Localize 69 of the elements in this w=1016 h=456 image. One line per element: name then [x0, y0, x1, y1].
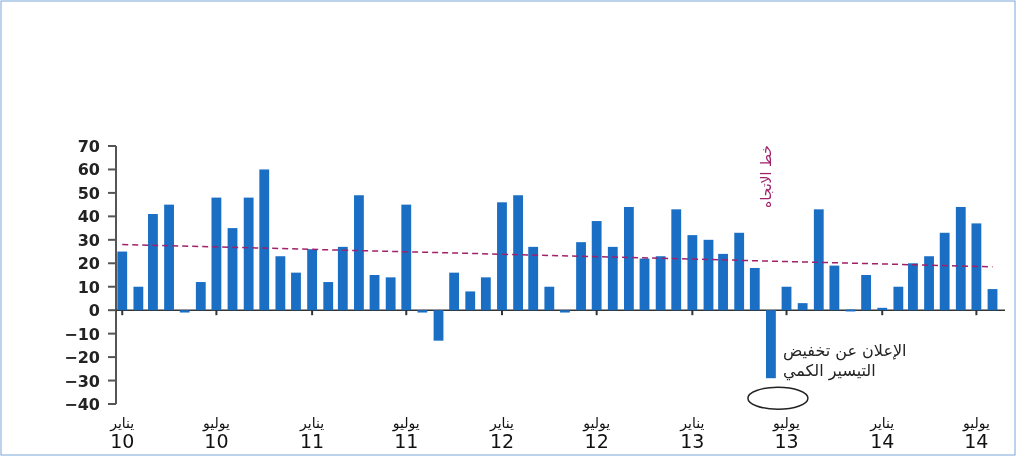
bar [544, 286, 555, 311]
bar [401, 204, 412, 311]
y-tick-label: 20 [77, 254, 100, 274]
bar [591, 221, 602, 311]
bar [133, 286, 144, 311]
y-tick-label: 50 [77, 183, 100, 203]
bar [307, 249, 318, 311]
bar [734, 232, 745, 311]
y-tick-label: 60 [77, 160, 100, 180]
bar [433, 310, 444, 341]
bar [465, 291, 476, 311]
bar [639, 258, 650, 311]
y-tick-label: 40 [77, 207, 100, 227]
bar [497, 202, 507, 311]
bar [766, 310, 776, 379]
bar [829, 265, 840, 311]
y-tick-label: −20 [64, 348, 100, 368]
bar [671, 209, 682, 311]
y-tick-label: 70 [77, 137, 100, 156]
bar [939, 232, 950, 311]
bar [749, 267, 760, 311]
bar [908, 263, 918, 311]
y-tick-label: −10 [64, 324, 100, 344]
bar [655, 256, 666, 311]
bar [624, 206, 634, 311]
text: خط الاتجاه [758, 145, 775, 208]
bar [385, 277, 396, 311]
bar [924, 256, 934, 311]
bar [955, 206, 966, 311]
bar [480, 277, 491, 311]
y-tick-label: 10 [77, 277, 100, 297]
bar [607, 246, 618, 311]
bar [195, 282, 206, 311]
y-tick-label: 30 [77, 230, 100, 250]
bar [861, 275, 872, 311]
bar [323, 282, 334, 311]
bar [703, 239, 714, 311]
bar [227, 228, 238, 311]
y-tick-label: 0 [88, 301, 100, 321]
y-tick-label: −40 [64, 395, 100, 414]
bar [576, 242, 586, 311]
y-tick-label: −30 [64, 371, 100, 391]
bar [243, 197, 254, 311]
bar [560, 310, 570, 313]
bar [164, 204, 174, 311]
bar [781, 286, 792, 311]
bar [528, 246, 539, 311]
bar [718, 253, 728, 311]
bar [893, 286, 904, 311]
bar [354, 195, 364, 311]
bar [987, 289, 998, 311]
bar [449, 272, 460, 311]
bar [797, 303, 808, 311]
bar [337, 246, 348, 311]
bar [275, 256, 286, 311]
bar [813, 209, 824, 311]
bar [417, 310, 428, 313]
bar [117, 251, 128, 311]
bar [211, 197, 222, 311]
bar [513, 195, 524, 311]
bar [148, 214, 158, 311]
bar [845, 309, 856, 312]
bar [369, 275, 380, 311]
bar [291, 272, 301, 311]
bar [179, 310, 190, 313]
annotation: الإعلان عن تخفيض التيسير الكمي [782, 341, 907, 382]
bar [971, 223, 982, 311]
bar [259, 169, 270, 311]
bar [687, 235, 698, 311]
